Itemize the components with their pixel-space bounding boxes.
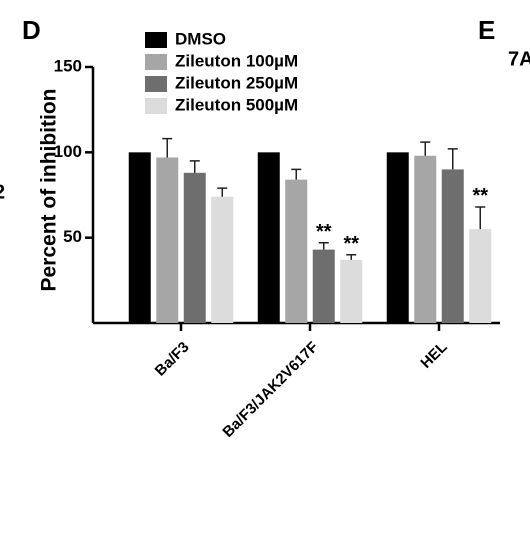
error-bar	[291, 168, 302, 180]
neighbor-text: 2	[0, 181, 5, 203]
legend-label: Zileuton 100µM	[175, 51, 298, 70]
bar	[469, 229, 492, 323]
bar	[441, 169, 464, 323]
error-bar	[475, 206, 486, 230]
panel-label: D	[22, 15, 41, 45]
significance-label: **	[343, 233, 359, 255]
legend-swatch	[145, 98, 167, 114]
bar	[183, 172, 206, 323]
legend-swatch	[145, 76, 167, 92]
neighbor-panel-label: E	[478, 15, 495, 45]
legend-label: DMSO	[175, 29, 226, 48]
y-tick-label: 150	[54, 56, 82, 75]
legend-swatch	[145, 54, 167, 70]
bar	[340, 259, 363, 323]
x-tick-label: Ba/F3	[152, 339, 193, 380]
bar	[414, 155, 437, 323]
bar	[211, 196, 234, 323]
x-tick-label: HEL	[417, 339, 450, 372]
x-tick-label: Ba/F3/JAK2V617F	[219, 339, 321, 441]
y-tick-label: 50	[63, 227, 82, 246]
legend-label: Zileuton 500µM	[175, 95, 298, 114]
error-bar	[162, 137, 173, 158]
error-bar	[318, 242, 329, 250]
error-bar	[189, 160, 200, 173]
significance-label: **	[472, 185, 488, 207]
y-axis-title: Percent of inhibition	[38, 89, 61, 292]
error-bar	[346, 253, 357, 260]
neighbor-text: 7A	[508, 48, 530, 70]
significance-label: **	[316, 221, 332, 243]
y-tick-label: 100	[54, 142, 82, 161]
legend-swatch	[145, 32, 167, 48]
bar	[285, 179, 308, 323]
bar	[128, 152, 151, 323]
error-bar	[447, 148, 458, 170]
bar	[386, 152, 409, 323]
error-bar	[217, 187, 228, 197]
bar	[312, 249, 335, 323]
bar	[257, 152, 280, 323]
legend-label: Zileuton 250µM	[175, 73, 298, 92]
bar	[156, 157, 179, 323]
error-bar	[420, 141, 431, 156]
